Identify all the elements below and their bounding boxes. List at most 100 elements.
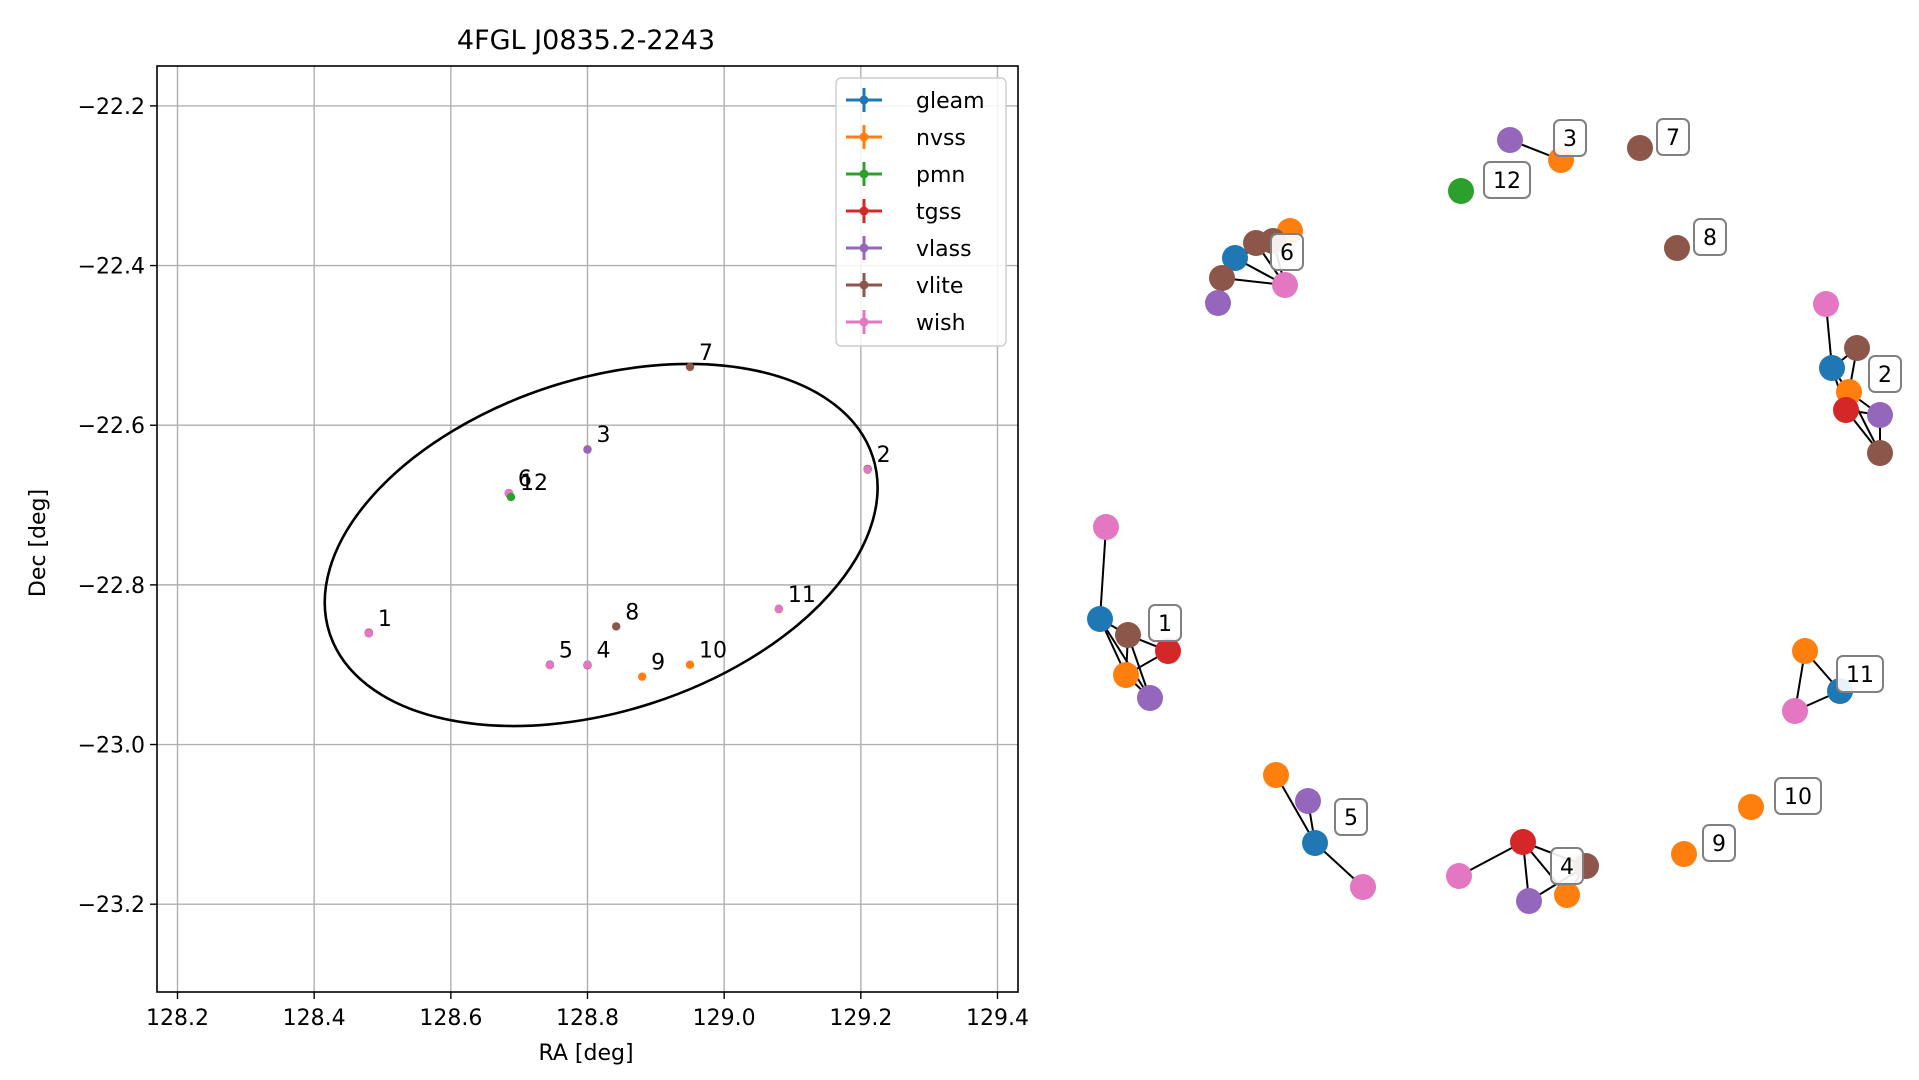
network-label-box (1836, 655, 1884, 693)
source-label: 1 (378, 607, 392, 632)
x-ticks: 128.2 128.4 128.6 128.8 129.0 129.2 129.4 (146, 992, 1029, 1031)
network-label-box (1550, 847, 1584, 885)
source-label: 6 (518, 467, 532, 492)
source-label: 10 (699, 639, 727, 664)
x-tick-label: 128.8 (556, 1006, 619, 1031)
network-node-nvss (1671, 841, 1697, 867)
legend-label-pmn: pmn (916, 163, 965, 188)
source-point-wish (545, 661, 555, 670)
x-tick-label: 129.0 (693, 1006, 756, 1031)
y-tick-label: −22.4 (78, 255, 145, 280)
y-ticks: −22.2 −22.4 −22.6 −22.8 −23.0 −23.2 (78, 95, 157, 918)
network-group-label: 12 (1493, 169, 1521, 194)
x-tick-label: 129.2 (829, 1006, 892, 1031)
network-node-tgss (1155, 638, 1181, 664)
network-edges (1099, 139, 1881, 902)
network-node-wish (1272, 272, 1298, 298)
source-label: 3 (597, 423, 611, 448)
legend-marker (859, 206, 869, 216)
y-tick-label: −22.2 (78, 95, 145, 120)
legend-marker (859, 132, 869, 142)
x-tick-label: 129.4 (966, 1006, 1029, 1031)
source-point-wish (583, 660, 592, 669)
network-node-wish (1446, 863, 1472, 889)
network-label-box (1702, 824, 1736, 862)
network-label-box (1148, 604, 1182, 642)
network-label-box (1483, 161, 1531, 199)
source-point-nvss (637, 672, 647, 681)
network-node-wish (1782, 698, 1808, 724)
network-label-box (1693, 218, 1727, 256)
legend-label-gleam: gleam (916, 89, 985, 114)
network-node-vlass (1867, 402, 1893, 428)
source-point-vlite (685, 362, 695, 372)
chart-title: 4FGL J0835.2-2243 (457, 25, 715, 56)
source-point-pmn (506, 492, 516, 502)
network-node-vlass (1295, 788, 1321, 814)
network-node-vlite (1115, 622, 1141, 648)
y-tick-label: −22.8 (78, 574, 145, 599)
network-group-label: 11 (1846, 663, 1874, 688)
network-group-label: 5 (1344, 806, 1358, 831)
x-tick-label: 128.2 (146, 1006, 209, 1031)
network-node-wish (1350, 874, 1376, 900)
x-axis-label: RA [deg] (538, 1041, 633, 1066)
network-node-vlass (1137, 685, 1163, 711)
network-label-box (1868, 355, 1902, 393)
source-point-nvss (685, 660, 695, 669)
source-label: 9 (651, 651, 665, 676)
localization-ellipse (323, 362, 879, 728)
network-label-box (1334, 798, 1368, 836)
network-node-vlass (1516, 888, 1542, 914)
source-label: 12 (520, 471, 548, 496)
network-label-box (1553, 119, 1587, 157)
network-node-nvss (1263, 762, 1289, 788)
x-tick-label: 128.4 (283, 1006, 346, 1031)
network-group-label: 8 (1703, 226, 1717, 251)
legend-label-wish: wish (916, 311, 966, 336)
network-edge (1099, 618, 1151, 699)
x-tick-label: 128.6 (419, 1006, 482, 1031)
source-label: 5 (559, 639, 573, 664)
y-axis-label: Dec [deg] (26, 489, 51, 597)
network-node-gleam (1302, 830, 1328, 856)
source-label: 2 (877, 443, 891, 468)
localization-ellipse-layer (323, 362, 879, 728)
legend-marker (859, 95, 869, 105)
network-node-nvss (1113, 662, 1139, 688)
source-point-wish (364, 629, 374, 638)
network-node-vlite (1627, 135, 1653, 161)
network-group-label: 4 (1560, 855, 1574, 880)
legend-label-nvss: nvss (916, 126, 966, 151)
network-label-box (1656, 118, 1690, 156)
legend-marker (859, 243, 869, 253)
legend-label-vlite: vlite (916, 274, 963, 299)
network-node-vlite (1664, 235, 1690, 261)
source-label: 11 (788, 583, 816, 608)
legend-box (835, 77, 1007, 347)
y-tick-label: −23.2 (78, 893, 145, 918)
network-node-vlite (1209, 265, 1235, 291)
source-label: 4 (597, 639, 611, 664)
network-label-box (1774, 777, 1822, 815)
network-node-tgss (1510, 829, 1536, 855)
network-node-wish (1093, 514, 1119, 540)
network-node-pmn (1448, 178, 1474, 204)
y-tick-label: −23.0 (78, 734, 145, 759)
source-point-wish (863, 465, 872, 474)
network-node-vlite (1867, 440, 1893, 466)
network-node-gleam (1222, 245, 1248, 271)
legend-marker (859, 280, 869, 290)
network-node-gleam (1087, 606, 1113, 632)
source-point-vlite (612, 622, 621, 631)
network-group-label: 3 (1563, 127, 1577, 152)
network-node-vlite (1844, 335, 1870, 361)
network-group-label: 10 (1784, 785, 1812, 810)
network-nodes (1087, 127, 1893, 914)
network-node-nvss (1792, 638, 1818, 664)
y-tick-label: −22.6 (78, 414, 145, 439)
legend-label-vlass: vlass (916, 237, 972, 262)
